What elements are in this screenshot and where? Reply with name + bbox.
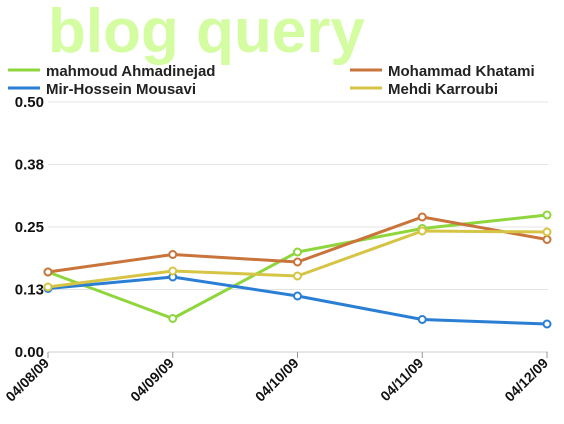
legend-label-khatami: Mohammad Khatami [388,63,535,80]
data-point-mir-hossein-mousavi [293,291,302,301]
y-tick-label: 0.50 [15,94,44,111]
data-point-mehdi-karroubi [293,271,302,281]
data-point-mahmoud-ahmadinejad [293,247,302,257]
data-point-mir-hossein-mousavi [542,319,552,329]
legend-item-karroubi: Mehdi Karroubi [350,81,498,98]
y-tick-label: 0.38 [15,157,44,174]
x-axis-ticks: 04/08/09 04/09/09 04/10/09 04/11/09 04/12/09 [2,352,551,405]
data-point-mohammad-khatami [293,257,302,267]
x-tick-label: 04/11/09 [377,355,426,404]
data-point-mir-hossein-mousavi [417,315,427,324]
legend: mahmoud Ahmadinejad Mohammad Khatami Mir… [8,63,535,98]
data-point-mahmoud-ahmadinejad [168,314,178,323]
x-tick-label: 04/09/09 [127,355,177,405]
y-tick-label: 0.25 [15,219,44,236]
data-point-mohammad-khatami [43,267,53,277]
data-point-mehdi-karroubi [417,226,427,236]
data-point-mohammad-khatami [417,212,427,222]
legend-label-ahmadinejad: mahmoud Ahmadinejad [46,63,215,80]
data-point-mohammad-khatami [542,235,552,244]
data-point-mohammad-khatami [168,250,178,259]
data-point-mehdi-karroubi [168,266,178,276]
data-point-mehdi-karroubi [43,282,53,292]
series-layer [43,210,552,329]
x-tick-label: 04/08/09 [2,355,52,405]
legend-label-mousavi: Mir-Hossein Mousavi [46,81,196,98]
chart-title: blog query [48,0,365,66]
y-tick-label: 0.13 [15,282,44,299]
y-axis-ticks: 0.00 0.13 0.25 0.38 0.50 [15,94,44,361]
legend-item-khatami: Mohammad Khatami [350,63,535,80]
x-tick-label: 04/10/09 [252,355,302,405]
legend-item-ahmadinejad: mahmoud Ahmadinejad [8,63,215,80]
legend-item-mousavi: Mir-Hossein Mousavi [8,81,196,98]
y-tick-label: 0.00 [15,344,44,361]
data-point-mehdi-karroubi [542,227,552,237]
x-tick-label: 04/12/09 [501,355,551,405]
legend-label-karroubi: Mehdi Karroubi [388,81,498,98]
data-point-mahmoud-ahmadinejad [542,210,552,220]
